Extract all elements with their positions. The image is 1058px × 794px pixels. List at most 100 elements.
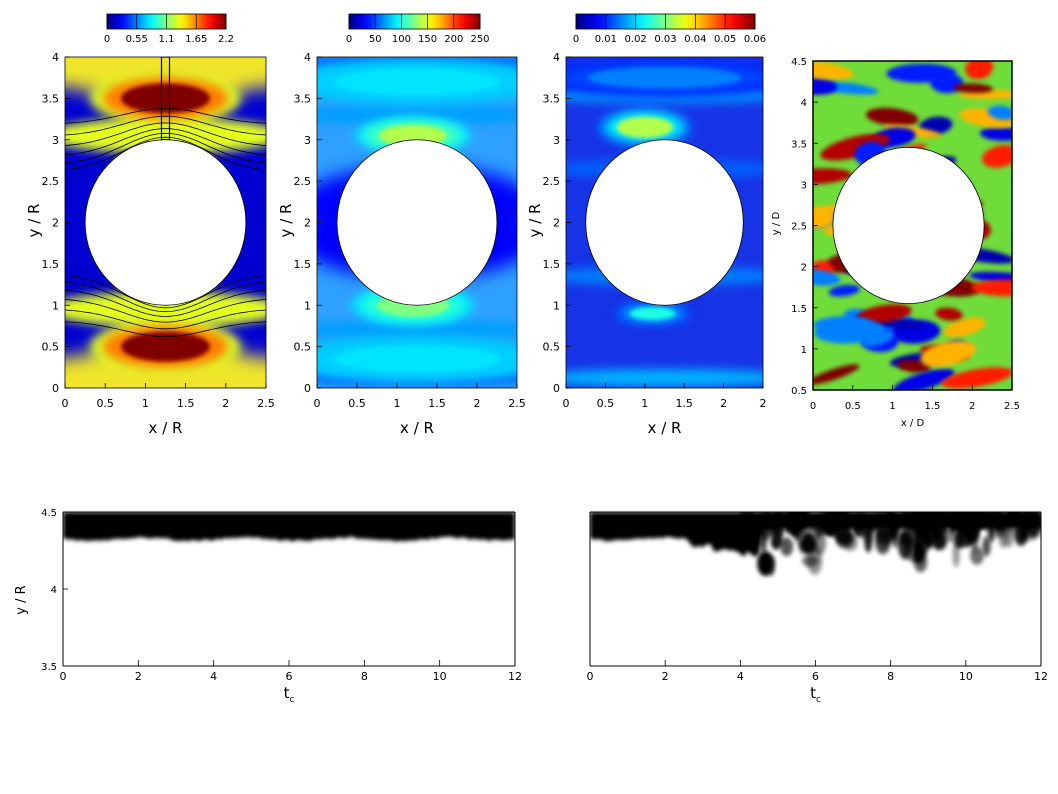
turbulent-structure bbox=[820, 133, 890, 161]
x-tick-label: 0.5 bbox=[845, 401, 861, 412]
colorbar-tick-label: 1.1 bbox=[159, 34, 175, 45]
breakup-blob bbox=[966, 512, 983, 535]
breakup-blob bbox=[765, 523, 782, 537]
x-tick-label: 0.5 bbox=[597, 397, 615, 410]
x-tick-label: 1.5 bbox=[924, 401, 940, 412]
breakup-blob bbox=[784, 512, 792, 534]
colorbar-tick-label: 2.2 bbox=[218, 34, 234, 45]
colorbar-tick-label: 0.05 bbox=[714, 34, 736, 45]
field-panel-1 bbox=[65, 57, 266, 388]
x-tick-label: 10 bbox=[959, 670, 973, 683]
cylinder bbox=[585, 139, 744, 306]
breakup-blob bbox=[771, 512, 785, 526]
y-tick-label: 3 bbox=[304, 134, 311, 147]
x-tick-label: 1 bbox=[394, 397, 401, 410]
field-panel-2 bbox=[317, 57, 517, 388]
breakup-blob bbox=[754, 514, 763, 536]
y-tick-label: 4.5 bbox=[791, 57, 807, 68]
x-tick-label: 2.5 bbox=[1004, 401, 1020, 412]
y-tick-label: 2.5 bbox=[543, 175, 561, 188]
y-tick-label: 1 bbox=[801, 345, 807, 356]
y-tick-label: 4 bbox=[801, 98, 807, 109]
y-tick-label: 0.5 bbox=[791, 386, 807, 397]
spacetime-panel-2 bbox=[590, 512, 1041, 666]
turbulent-structure bbox=[813, 168, 853, 185]
turbulent-structure bbox=[965, 61, 994, 80]
streamline bbox=[65, 281, 266, 313]
field-panel-4 bbox=[813, 61, 1012, 390]
turbulent-structure bbox=[979, 126, 1012, 141]
x-tick-label: 0 bbox=[60, 670, 67, 683]
breakup-blob bbox=[739, 512, 751, 529]
colorbar-tick-label: 0 bbox=[346, 34, 352, 45]
x-tick-label: 2.5 bbox=[257, 397, 275, 410]
turbulent-structure bbox=[886, 63, 957, 83]
hotspot bbox=[333, 345, 501, 373]
x-tick-label: 1.5 bbox=[428, 397, 446, 410]
colorbar-tick-label: 150 bbox=[418, 34, 437, 45]
y-tick-label: 2.5 bbox=[294, 175, 312, 188]
streamline bbox=[65, 289, 266, 317]
y-tick-label: 0 bbox=[304, 382, 311, 395]
breakup-blob bbox=[918, 512, 932, 533]
y-tick-label: 0.5 bbox=[294, 341, 312, 354]
streamline bbox=[65, 309, 266, 330]
x-tick-label: 0 bbox=[563, 397, 570, 410]
cylinder bbox=[84, 139, 247, 306]
breakup-blob bbox=[952, 540, 960, 568]
breakup-blob bbox=[757, 550, 774, 576]
streamline bbox=[65, 274, 266, 309]
y-tick-label: 3.5 bbox=[791, 139, 807, 150]
breakup-blob bbox=[799, 539, 814, 552]
streamline bbox=[65, 107, 266, 124]
streamlines bbox=[65, 107, 266, 338]
streamline bbox=[65, 136, 266, 171]
y-axis-label: y / R bbox=[277, 204, 295, 238]
shear-band bbox=[317, 320, 517, 341]
y-axis-label: y / R bbox=[14, 585, 29, 614]
breakup-blob bbox=[852, 512, 863, 537]
x-tick-label: 2 bbox=[969, 401, 975, 412]
turbulent-structure bbox=[943, 317, 986, 338]
y-axis-label: y / D bbox=[771, 212, 782, 236]
y-tick-label: 4 bbox=[553, 51, 560, 64]
turbulent-structure bbox=[813, 316, 873, 334]
x-tick-label: 2 bbox=[662, 670, 669, 683]
y-tick-label: 4 bbox=[304, 51, 311, 64]
y-tick-label: 1.5 bbox=[543, 258, 561, 271]
x-tick-label: 2 bbox=[135, 670, 142, 683]
turbulent-structure bbox=[935, 307, 963, 321]
y-tick-label: 3.5 bbox=[294, 92, 312, 105]
x-axis-label: tc bbox=[284, 684, 295, 705]
y-tick-label: 2 bbox=[52, 217, 59, 230]
x-tick-label: 0 bbox=[62, 397, 69, 410]
x-axis-label: x / R bbox=[648, 419, 682, 437]
y-tick-label: 2.5 bbox=[42, 175, 60, 188]
x-tick-label: 2 bbox=[474, 397, 481, 410]
y-tick-label: 1.5 bbox=[42, 258, 60, 271]
turbulent-structure bbox=[813, 207, 835, 229]
spacetime-panel-1 bbox=[63, 512, 515, 666]
x-tick-label: 0 bbox=[314, 397, 321, 410]
y-tick-label: 3 bbox=[553, 134, 560, 147]
y-axis-label: y / R bbox=[526, 204, 544, 238]
y-axis-label: y / R bbox=[25, 204, 43, 238]
turbulent-structure bbox=[941, 367, 1012, 389]
streamline bbox=[65, 321, 266, 338]
x-tick-label: 8 bbox=[361, 670, 368, 683]
colorbar-tick-label: 0.03 bbox=[654, 34, 676, 45]
colorbar-tick-label: 200 bbox=[444, 34, 463, 45]
x-tick-label: 6 bbox=[286, 670, 293, 683]
colorbar-tick-label: 0.01 bbox=[595, 34, 617, 45]
x-tick-label: 0.5 bbox=[348, 397, 366, 410]
breakup-blob bbox=[780, 537, 794, 557]
breakup-blob bbox=[900, 531, 912, 547]
y-tick-label: 1 bbox=[52, 299, 59, 312]
x-tick-label: 12 bbox=[1034, 670, 1048, 683]
colorbar-tick-label: 0.06 bbox=[744, 34, 766, 45]
hotspot bbox=[121, 331, 210, 362]
x-tick-label: 12 bbox=[508, 670, 522, 683]
turbulent-structure bbox=[971, 279, 1012, 297]
cylinder bbox=[832, 146, 985, 305]
